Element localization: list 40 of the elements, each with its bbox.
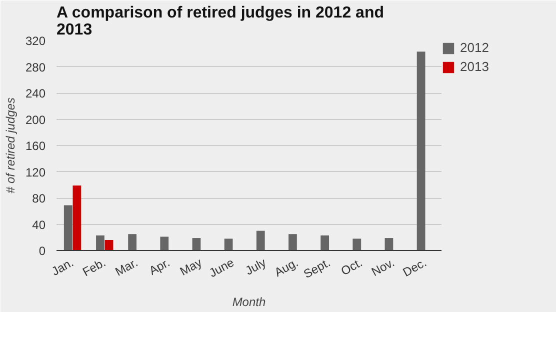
x-tick-label: Sept. (301, 255, 333, 282)
legend-label: 2013 (460, 59, 489, 74)
legend-label: 2012 (460, 40, 489, 55)
y-tick-label: 160 (25, 139, 46, 153)
y-tick-label: 40 (32, 218, 46, 232)
bar (352, 238, 362, 250)
bar (72, 186, 82, 250)
y-tick-label: 280 (25, 60, 46, 74)
chart-title: A comparison of retired judges in 2012 and 2013 (56, 4, 384, 38)
x-tick-label: Aug. (272, 255, 300, 280)
bar (288, 234, 297, 250)
x-tick-label: May (178, 255, 204, 279)
bar (256, 230, 265, 250)
bar (416, 52, 426, 250)
bar (384, 238, 394, 250)
x-tick-label: Nov. (369, 255, 397, 280)
x-tick-label: July (242, 255, 268, 278)
y-tick-label: 200 (25, 112, 46, 127)
x-tick-label: June (206, 255, 237, 280)
bar (64, 205, 72, 250)
y-axis-title: # of retired judges (3, 97, 18, 194)
bar (192, 238, 201, 250)
x-tick-label: Apr. (146, 255, 172, 278)
bar (104, 240, 114, 250)
x-tick-label: Mar. (112, 255, 140, 279)
bar (96, 235, 104, 250)
y-tick-label: 320 (25, 34, 46, 48)
bar (320, 235, 329, 250)
y-tick-label: 0 (38, 244, 46, 258)
bar (160, 236, 169, 250)
x-tick-label: Jan. (49, 255, 76, 279)
y-tick-label: 120 (25, 165, 46, 180)
y-tick-label: 80 (32, 192, 46, 206)
x-tick-label: Dec. (400, 255, 429, 280)
x-tick-label: Feb. (80, 255, 108, 280)
bar (224, 238, 233, 250)
x-axis-title: Month (232, 295, 266, 310)
bar (128, 234, 136, 250)
x-tick-label: Oct. (338, 255, 365, 278)
y-tick-label: 240 (25, 86, 46, 100)
